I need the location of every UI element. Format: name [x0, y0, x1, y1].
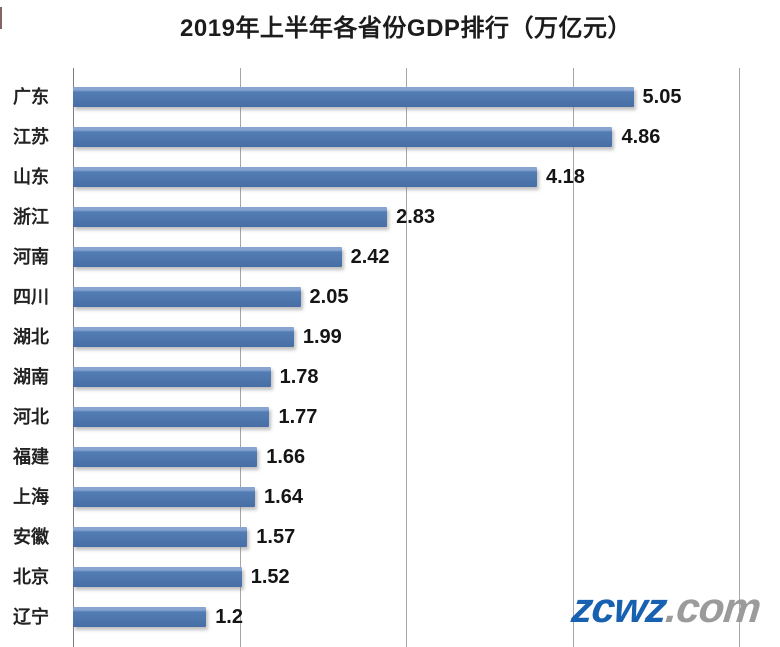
bar [73, 287, 301, 307]
bar-track: 2.42 [73, 245, 739, 268]
category-label: 河南 [13, 247, 49, 267]
category-label: 湖北 [13, 327, 49, 347]
value-label: 1.77 [278, 405, 318, 428]
bar-track: 2.05 [73, 285, 739, 308]
bar-track: 4.18 [73, 165, 739, 188]
bar-row: 北京 1.52 [0, 557, 780, 597]
bar-row: 江苏 4.86 [0, 117, 780, 157]
bar-row: 福建 1.66 [0, 437, 780, 477]
bar-row: 湖南 1.78 [0, 357, 780, 397]
bar-track: 5.05 [73, 85, 739, 108]
value-label: 1.2 [215, 605, 243, 628]
value-label: 4.86 [621, 125, 661, 148]
bar-row: 河北 1.77 [0, 397, 780, 437]
bar-row: 广东 5.05 [0, 77, 780, 117]
category-label: 安徽 [13, 527, 49, 547]
category-label: 北京 [13, 567, 49, 587]
bar [73, 527, 248, 547]
category-label: 辽宁 [13, 607, 49, 627]
watermark-suffix: .com [663, 584, 763, 631]
plot-area [73, 68, 740, 647]
gridline [572, 68, 574, 647]
bar [73, 87, 634, 107]
value-label: 2.05 [309, 285, 349, 308]
y-axis-line [73, 68, 74, 647]
bar [73, 487, 256, 507]
bar [73, 167, 537, 187]
category-label: 山东 [13, 167, 49, 187]
bar-rows-container: 广东 5.05 江苏 4.86 山东 4.18 浙江 2.83 河南 2.42 [0, 77, 780, 647]
category-label: 浙江 [13, 207, 49, 227]
value-label: 1.57 [256, 525, 296, 548]
bar-track: 1.64 [73, 485, 739, 508]
category-label: 江苏 [13, 127, 49, 147]
bar-row: 上海 1.64 [0, 477, 780, 517]
bar-row: 湖北 1.99 [0, 317, 780, 357]
bar [73, 247, 342, 267]
bar [73, 327, 294, 347]
category-label: 湖南 [13, 367, 49, 387]
bar-track: 1.52 [73, 565, 739, 588]
value-label: 4.18 [545, 165, 585, 188]
bar-row: 辽宁 1.2 [0, 597, 780, 637]
value-label: 5.05 [642, 85, 682, 108]
category-label: 福建 [13, 447, 49, 467]
value-label: 1.52 [250, 565, 290, 588]
gridline [739, 68, 740, 647]
bar [73, 567, 242, 587]
bar-track: 4.86 [73, 125, 739, 148]
bar-row: 山东 4.18 [0, 157, 780, 197]
value-label: 2.83 [396, 205, 436, 228]
bar-track: 1.66 [73, 445, 739, 468]
bar [73, 447, 258, 467]
bar [73, 207, 388, 227]
bar-row: 安徽 1.57 [0, 517, 780, 557]
category-label: 广东 [13, 87, 49, 107]
bar-track: 1.77 [73, 405, 739, 428]
watermark-brand: zcwz [569, 584, 669, 631]
left-edge-artifact [0, 7, 2, 29]
bar [73, 127, 613, 147]
gridline [239, 68, 241, 647]
category-label: 上海 [13, 487, 49, 507]
bar-track: 1.2 [73, 605, 739, 628]
bar [73, 607, 207, 627]
category-label: 四川 [13, 287, 49, 307]
value-label: 1.64 [264, 485, 303, 508]
bar [73, 367, 271, 387]
category-label: 河北 [13, 407, 49, 427]
bar-row: 四川 2.05 [0, 277, 780, 317]
bar-track: 1.78 [73, 365, 739, 388]
value-label: 1.66 [266, 445, 306, 468]
bar-row: 浙江 2.83 [0, 197, 780, 237]
bar-track: 1.99 [73, 325, 739, 348]
page-title: 2019年上半年各省份GDP排行（万亿元） [180, 15, 632, 42]
bar-track: 1.57 [73, 525, 739, 548]
value-label: 1.99 [302, 325, 342, 348]
bar-row: 河南 2.42 [0, 237, 780, 277]
bar [73, 407, 270, 427]
value-label: 2.42 [350, 245, 390, 268]
watermark: zcwz.com [569, 584, 763, 631]
gridline [406, 68, 407, 647]
bar-track: 2.83 [73, 205, 739, 228]
value-label: 1.78 [279, 365, 319, 388]
